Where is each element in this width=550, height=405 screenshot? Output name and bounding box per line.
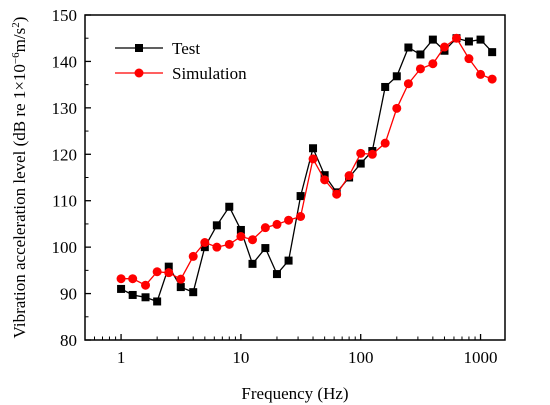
data-point xyxy=(164,268,174,278)
data-point xyxy=(356,159,365,168)
data-point xyxy=(189,288,198,297)
data-point xyxy=(320,175,330,185)
data-point xyxy=(488,48,497,57)
series-simulation xyxy=(116,33,497,290)
y-tick-label: 110 xyxy=(52,192,77,211)
data-point xyxy=(428,35,437,44)
y-tick-label: 120 xyxy=(52,145,78,164)
data-point xyxy=(464,37,473,46)
y-tick-label: 90 xyxy=(60,285,77,304)
y-tick-label: 80 xyxy=(60,331,77,350)
data-point xyxy=(476,35,485,44)
data-point xyxy=(428,59,438,69)
x-tick-label: 10 xyxy=(232,348,249,367)
data-point xyxy=(200,243,209,252)
data-point xyxy=(404,43,413,52)
data-point xyxy=(308,154,318,164)
plot-frame xyxy=(84,14,506,341)
data-point xyxy=(260,223,270,233)
plot-area xyxy=(116,33,497,306)
data-point xyxy=(464,54,474,64)
data-point xyxy=(224,239,234,249)
y-tick-label: 150 xyxy=(52,6,78,25)
x-tick-label: 1000 xyxy=(464,348,498,367)
data-point xyxy=(284,256,293,265)
data-point xyxy=(451,33,461,43)
data-point xyxy=(128,274,138,284)
data-point xyxy=(309,144,318,153)
legend-marker xyxy=(135,44,143,52)
data-point xyxy=(212,221,221,230)
data-point xyxy=(248,235,258,245)
data-point xyxy=(380,138,390,148)
data-point xyxy=(188,251,198,261)
data-point xyxy=(236,231,246,241)
data-point xyxy=(272,270,281,279)
y-axis-title-exp1: −6 xyxy=(10,52,22,64)
legend-label: Test xyxy=(172,39,200,58)
data-point xyxy=(117,284,126,293)
data-point xyxy=(152,267,162,277)
data-point xyxy=(248,259,257,268)
y-axis-title-mid: m/s xyxy=(10,28,29,53)
data-point xyxy=(392,103,402,113)
data-point xyxy=(367,149,377,159)
data-point xyxy=(200,238,210,247)
data-point xyxy=(272,219,282,229)
data-point xyxy=(487,74,497,84)
y-axis-title: Vibration acceleration level (dB re 1×10… xyxy=(10,17,29,339)
x-tick-label: 100 xyxy=(348,348,374,367)
legend-marker xyxy=(134,68,144,78)
data-point xyxy=(141,280,151,290)
data-point xyxy=(296,212,306,221)
data-point xyxy=(128,290,137,299)
x-tick-label: 1 xyxy=(117,348,126,367)
data-point xyxy=(141,293,150,302)
data-point xyxy=(439,42,449,52)
data-point xyxy=(225,202,234,211)
data-point xyxy=(416,50,425,59)
data-point xyxy=(296,192,305,201)
data-point xyxy=(284,215,294,225)
data-point xyxy=(476,69,486,79)
data-point xyxy=(344,171,354,181)
data-point xyxy=(153,297,162,306)
data-point xyxy=(403,79,413,89)
y-axis-title-suffix: ) xyxy=(10,17,29,23)
data-point xyxy=(392,72,401,81)
data-point xyxy=(176,283,185,292)
y-axis-title-exp2: 2 xyxy=(10,22,22,28)
data-point xyxy=(381,82,390,91)
legend-label: Simulation xyxy=(172,64,247,83)
legend: Test Simulation xyxy=(115,39,247,83)
y-axis-title-prefix: Vibration acceleration level (dB re 1×10 xyxy=(10,64,29,338)
x-axis-title: Frequency (Hz) xyxy=(241,384,348,403)
data-point xyxy=(356,148,366,158)
data-point xyxy=(176,274,186,284)
y-tick-label: 100 xyxy=(52,238,78,257)
y-tick-label: 130 xyxy=(52,99,78,118)
data-point xyxy=(164,262,173,271)
data-point xyxy=(116,274,126,284)
data-point xyxy=(415,64,425,74)
data-point xyxy=(212,242,222,252)
y-tick-label: 140 xyxy=(52,52,78,71)
data-point xyxy=(261,244,270,253)
data-point xyxy=(236,225,245,234)
data-point xyxy=(320,171,329,180)
data-point xyxy=(332,189,342,199)
